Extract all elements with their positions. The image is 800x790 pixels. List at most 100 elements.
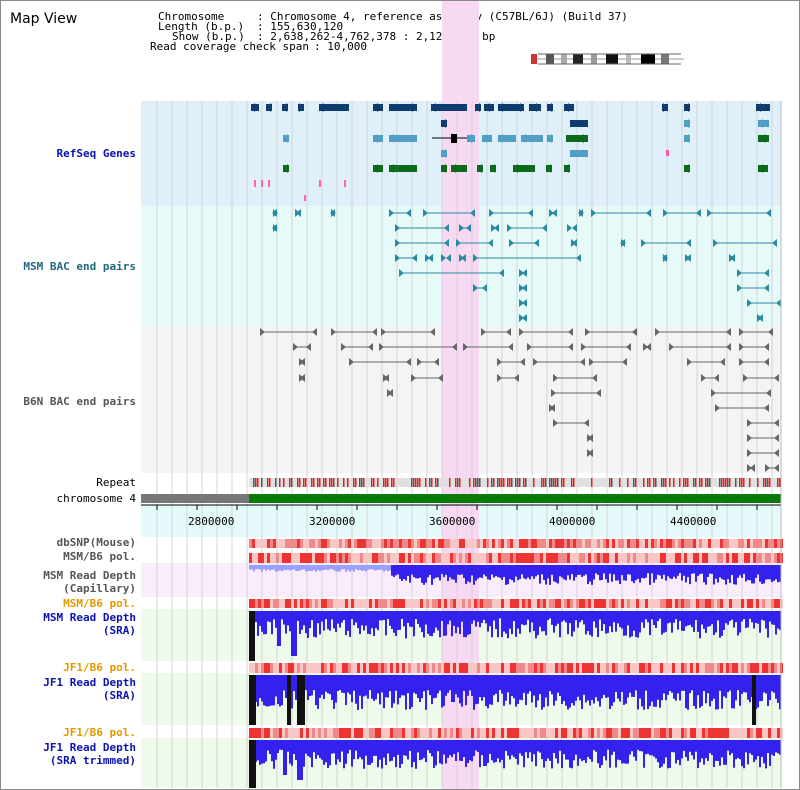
jf1-trim-depth [771, 740, 773, 755]
jf1-trim-depth [381, 740, 383, 769]
msm-cap-depth [643, 565, 645, 579]
jf1-b6-pol-2 [357, 728, 360, 738]
jf1-sra-depth [725, 675, 727, 698]
msm-sra-depth [419, 611, 421, 628]
b6n-bac-end [774, 449, 779, 457]
dbsnp-density [708, 539, 711, 548]
msm-b6-pol-2 [486, 599, 489, 608]
msm-bac-end [444, 239, 449, 247]
jf1-trim-depth [625, 740, 627, 764]
jf1-trim-depth [525, 740, 527, 753]
jf1-b6-pol-2 [672, 728, 675, 738]
msm-cap-depth [479, 565, 481, 578]
msm-cap-depth [583, 565, 585, 576]
msm-b6-pol-1 [333, 553, 336, 563]
jf1-b6-pol-1 [765, 663, 768, 673]
msm-cap-depth [253, 565, 255, 572]
msm-b6-pol-1 [741, 553, 744, 563]
msm-sra-depth [749, 611, 751, 619]
jf1-trim-depth [271, 740, 273, 762]
jf1-sra-depth [779, 675, 781, 710]
jf1-trim-depth [693, 740, 695, 760]
msm-sra-depth [537, 611, 539, 636]
msm-bac-end [522, 284, 527, 292]
jf1-b6-pol-2 [384, 728, 387, 738]
msm-sra-depth [525, 611, 527, 625]
msm-sra-depth [333, 611, 335, 629]
dbsnp-density [249, 539, 252, 548]
jf1-trim-depth [257, 740, 259, 761]
repeat-element [411, 478, 413, 487]
msm-cap-depth [577, 565, 579, 575]
jf1-b6-pol-2 [561, 728, 564, 738]
jf1-trim-depth [423, 740, 425, 758]
msm-bac-end [519, 299, 524, 307]
jf1-sra-depth [603, 675, 605, 695]
jf1-trim-depth [347, 740, 349, 754]
msm-cap-depth [591, 565, 593, 585]
jf1-b6-pol-2 [498, 728, 501, 738]
jf1-b6-pol-2 [408, 728, 411, 738]
msm-b6-pol-1 [582, 553, 585, 563]
msm-cap-depth [569, 565, 571, 580]
jf1-b6-pol-2 [480, 728, 483, 738]
jf1-b6-pol-2 [648, 728, 651, 738]
dbsnp-density [738, 539, 741, 548]
jf1-trim-depth [705, 740, 707, 759]
jf1-b6-pol-2 [249, 728, 252, 738]
repeat-element [469, 478, 471, 487]
jf1-trim-depth [631, 740, 633, 752]
repeat-element [723, 478, 725, 487]
b6n-bac-end [430, 328, 435, 336]
dbsnp-density [435, 539, 438, 548]
refseq-marker [261, 180, 263, 187]
jf1-b6-pol-1 [564, 663, 567, 673]
jf1-trim-depth [421, 740, 423, 760]
jf1-b6-pol-2 [363, 728, 366, 738]
jf1-trim-depth [731, 740, 733, 754]
msm-sra-depth [291, 611, 297, 656]
msm-cap-depth [477, 565, 479, 579]
jf1-sra-depth [529, 675, 531, 692]
msm-b6-pol-1 [669, 553, 672, 563]
msm-sra-depth [331, 611, 333, 620]
jf1-b6-pol-2 [675, 728, 678, 738]
jf1-sra-depth [565, 675, 567, 706]
axis-tick-label: 4400000 [670, 515, 717, 528]
jf1-trim-depth [509, 740, 511, 760]
jf1-sra-depth [749, 675, 751, 703]
msm-sra-depth [385, 611, 387, 636]
repeat-element [419, 478, 421, 487]
jf1-b6-pol-2 [513, 728, 516, 738]
msm-cap-depth [445, 565, 447, 575]
refseq-gene [570, 150, 588, 157]
msm-sra-depth [671, 611, 673, 633]
msm-b6-pol-1 [681, 553, 684, 563]
jf1-sra-depth [495, 675, 497, 694]
msm-cap-depth [377, 565, 379, 570]
jf1-sra-depth [535, 675, 537, 708]
msm-cap-depth [333, 565, 335, 571]
msm-sra-depth [633, 611, 635, 631]
axis-tick-label: 2800000 [188, 515, 235, 528]
refseq-gene [431, 104, 467, 111]
msm-cap-depth [559, 565, 561, 577]
msm-b6-pol-1 [540, 553, 543, 563]
msm-cap-depth [301, 565, 303, 570]
msm-sra-depth [277, 611, 281, 646]
jf1-b6-pol-1 [660, 663, 663, 673]
msm-bac-end [646, 209, 651, 217]
dbsnp-density [399, 539, 402, 548]
msm-b6-pol-1 [564, 553, 567, 563]
msm-b6-pol-2 [594, 599, 597, 608]
jf1-sra-depth [369, 675, 371, 691]
msm-sra-depth [521, 611, 523, 625]
dbsnp-density [306, 539, 309, 548]
jf1-b6-pol-1 [309, 663, 312, 673]
jf1-b6-pol-1 [618, 663, 621, 673]
jf1-b6-pol-2 [567, 728, 570, 738]
jf1-b6-pol-2 [558, 728, 561, 738]
jf1-sra-depth [259, 675, 261, 698]
jf1-b6-pol-1 [483, 663, 486, 673]
